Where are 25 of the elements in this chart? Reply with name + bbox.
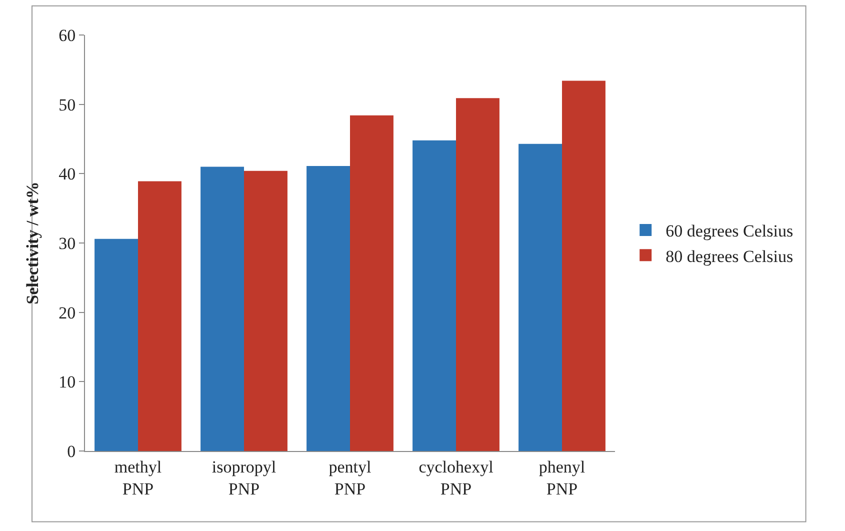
y-tick-label: 60 bbox=[58, 26, 76, 45]
bar bbox=[200, 166, 244, 451]
legend-label: 80 degrees Celsius bbox=[666, 246, 794, 266]
bar bbox=[138, 181, 182, 451]
y-tick-label: 30 bbox=[58, 234, 76, 253]
bar bbox=[456, 98, 500, 451]
x-tick-label: phenyl PNP bbox=[538, 457, 586, 498]
y-tick-label: 40 bbox=[58, 164, 76, 184]
bar bbox=[412, 140, 456, 451]
bar bbox=[244, 170, 288, 451]
x-tick-label: methyl PNP bbox=[114, 457, 162, 498]
x-tick-label: isopropyl PNP bbox=[212, 457, 276, 498]
y-tick-label: 0 bbox=[67, 442, 76, 461]
bar bbox=[518, 144, 562, 451]
bar bbox=[562, 80, 606, 451]
bar bbox=[350, 115, 394, 451]
y-axis-title: Selectivity / wt% bbox=[23, 182, 42, 304]
bar bbox=[306, 166, 350, 451]
x-tick-label: pentyl PNP bbox=[328, 457, 372, 498]
y-tick-label: 10 bbox=[58, 372, 76, 392]
y-tick-label: 50 bbox=[58, 95, 76, 114]
y-tick-label: 20 bbox=[58, 303, 76, 322]
x-tick-label: cyclohexyl PNP bbox=[418, 457, 494, 498]
bar bbox=[94, 238, 138, 451]
legend-label: 60 degrees Celsius bbox=[666, 222, 794, 241]
